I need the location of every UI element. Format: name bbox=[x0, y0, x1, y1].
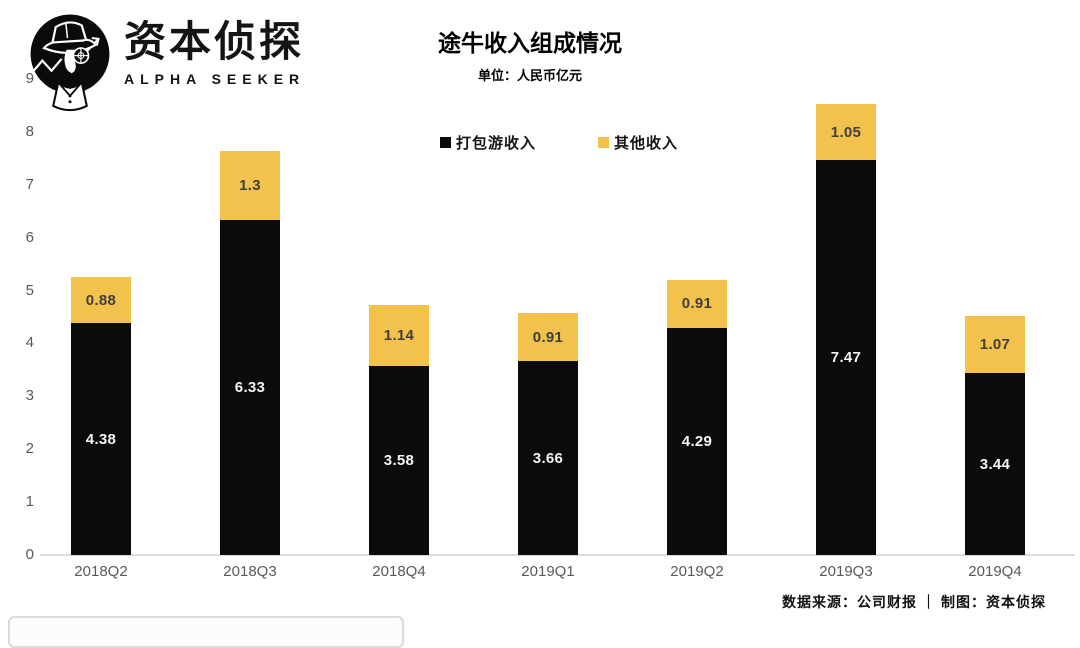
bar-segment-2018Q3-other: 1.3 bbox=[220, 151, 280, 221]
bar-value-label: 3.58 bbox=[383, 451, 415, 469]
bar-value-label: 1.07 bbox=[979, 336, 1011, 354]
legend: 打包游收入 其他收入 bbox=[440, 132, 678, 153]
bar-segment-2019Q3-packaged-tour: 7.47 bbox=[816, 159, 876, 555]
bar-value-label: 1.14 bbox=[383, 326, 415, 344]
bar-value-label: 3.44 bbox=[979, 455, 1011, 473]
title-block: 途牛收入组成情况 单位：人民币亿元 bbox=[360, 24, 700, 84]
bar-segment-2018Q2-packaged-tour: 4.38 bbox=[71, 323, 131, 555]
x-axis-line bbox=[40, 554, 1075, 556]
bar-value-label: 3.66 bbox=[532, 449, 564, 467]
bar-value-label: 1.3 bbox=[239, 177, 261, 195]
bar-value-label: 6.33 bbox=[234, 379, 266, 397]
x-axis-category-label: 2019Q1 bbox=[521, 563, 575, 580]
stacked-bar-chart: 0 1 2 3 4 5 6 7 8 9 4.38 0.88 2018Q2 6.33 1.3 2018Q3 3.5… bbox=[25, 69, 1075, 580]
bar-segment-2019Q3-other: 1.05 bbox=[816, 104, 876, 160]
x-axis-category-label: 2018Q2 bbox=[74, 563, 128, 580]
bar-segment-2019Q4-other: 1.07 bbox=[965, 316, 1025, 373]
y-axis-tick-label: 5 bbox=[25, 281, 34, 299]
x-axis-category-label: 2018Q3 bbox=[223, 563, 277, 580]
legend-label: 其他收入 bbox=[614, 136, 679, 152]
x-axis-category-label: 2019Q3 bbox=[819, 563, 873, 580]
y-axis-tick-label: 2 bbox=[25, 440, 34, 458]
legend-item-other-revenue: 其他收入 bbox=[598, 132, 678, 153]
bar-segment-2018Q3-packaged-tour: 6.33 bbox=[220, 220, 280, 555]
bar-segment-2019Q2-other: 0.91 bbox=[667, 279, 727, 329]
bar-value-label: 4.38 bbox=[85, 430, 117, 448]
partial-bottom-box bbox=[8, 616, 404, 648]
y-axis-tick-label: 6 bbox=[25, 228, 34, 246]
y-axis-tick-label: 9 bbox=[25, 69, 34, 87]
brand-subtitle: ALPHA SEEKER bbox=[124, 71, 306, 87]
detective-logo-icon bbox=[28, 12, 112, 116]
bar-segment-2019Q2-packaged-tour: 4.29 bbox=[667, 328, 727, 555]
data-source-note: 数据来源：公司财报 ｜ 制图：资本侦探 bbox=[782, 596, 1046, 611]
y-axis-tick-label: 7 bbox=[25, 175, 34, 193]
bar-segment-2019Q1-other: 0.91 bbox=[518, 313, 578, 362]
chart-subtitle: 单位：人民币亿元 bbox=[477, 68, 582, 83]
y-axis-tick-label: 1 bbox=[25, 493, 34, 511]
bar-value-label: 0.91 bbox=[532, 328, 564, 346]
x-axis-category-label: 2018Q4 bbox=[372, 563, 426, 580]
x-axis-category-label: 2019Q4 bbox=[968, 563, 1022, 580]
y-axis-tick-label: 3 bbox=[25, 387, 34, 405]
bar-value-label: 7.47 bbox=[830, 348, 862, 366]
bar-segment-2019Q4-packaged-tour: 3.44 bbox=[965, 373, 1025, 555]
y-axis-tick-label: 8 bbox=[25, 122, 34, 140]
bar-segment-2018Q4-packaged-tour: 3.58 bbox=[369, 365, 429, 555]
y-axis-tick-label: 4 bbox=[25, 334, 34, 352]
legend-item-packaged-tour: 打包游收入 bbox=[440, 132, 536, 153]
chart-title: 途牛收入组成情况 bbox=[438, 31, 622, 56]
y-axis-tick-label: 0 bbox=[25, 546, 34, 563]
legend-label: 打包游收入 bbox=[456, 136, 537, 152]
x-axis-category-label: 2019Q2 bbox=[670, 563, 724, 580]
bar-segment-2018Q4-other: 1.14 bbox=[369, 305, 429, 366]
bar-value-label: 1.05 bbox=[830, 123, 862, 141]
brand-name: 资本侦探 bbox=[124, 20, 305, 66]
bar-segment-2018Q2-other: 0.88 bbox=[71, 276, 131, 324]
bar-value-label: 4.29 bbox=[681, 433, 713, 451]
bar-segment-2019Q1-packaged-tour: 3.66 bbox=[518, 361, 578, 555]
bar-value-label: 0.88 bbox=[85, 291, 117, 309]
logo-text: 资本侦探 ALPHA SEEKER bbox=[124, 22, 305, 87]
legend-swatch-yellow bbox=[598, 137, 610, 148]
bar-value-label: 0.91 bbox=[681, 295, 713, 313]
legend-swatch-black bbox=[440, 137, 451, 148]
